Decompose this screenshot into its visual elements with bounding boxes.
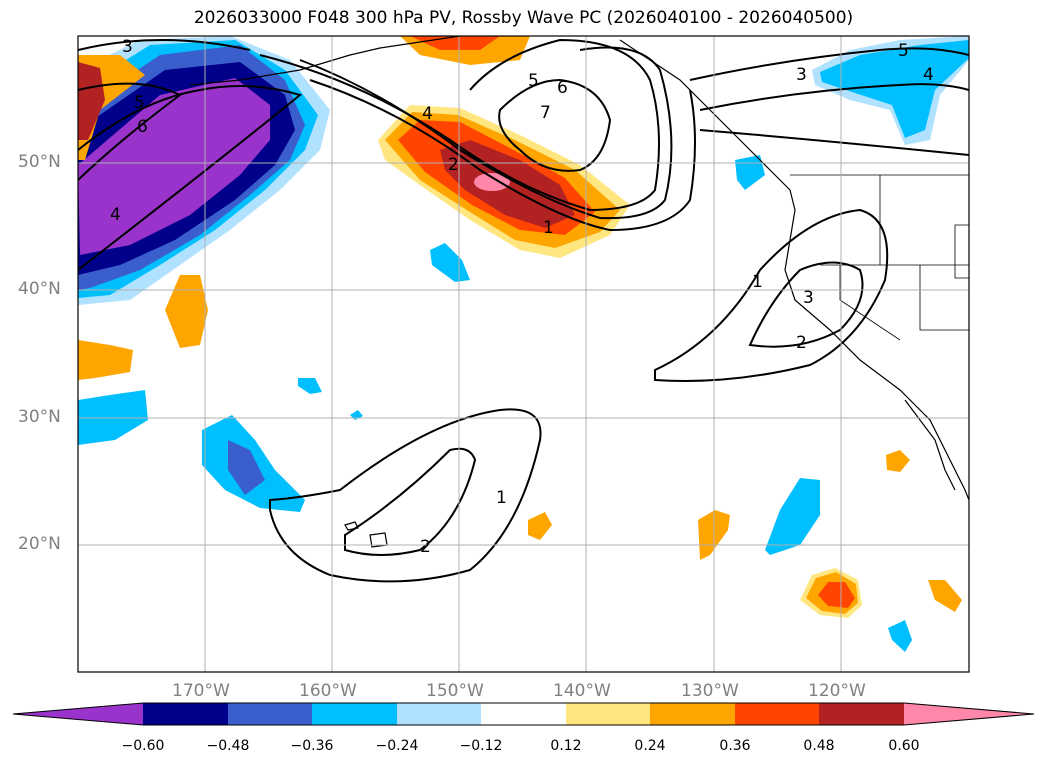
colorbar-tick-label: −0.60 <box>121 738 165 754</box>
colorbar-swatch <box>650 703 735 725</box>
colorbar-swatch <box>481 703 566 725</box>
colorbar-tick-label: −0.36 <box>290 738 334 754</box>
contour-label: 1 <box>752 272 763 292</box>
colorbar-tick-label: −0.12 <box>459 738 503 754</box>
colorbar-swatch <box>819 703 904 725</box>
borders <box>790 174 969 341</box>
colorbar-swatch <box>566 703 650 725</box>
coastlines <box>189 36 969 548</box>
contour-label: 5 <box>134 93 145 113</box>
rossby-wave-contours <box>78 38 969 583</box>
lat-label: 20°N <box>18 534 61 554</box>
colorbar <box>12 702 1035 726</box>
lon-label: 120°W <box>808 681 866 701</box>
contour-label: 3 <box>803 288 814 308</box>
colorbar-swatch <box>735 703 819 725</box>
lon-label: 130°W <box>681 681 739 701</box>
colorbar-swatch <box>397 703 481 725</box>
contour-label: 4 <box>923 65 934 85</box>
contour-label: 5 <box>898 41 909 61</box>
contour-label: 6 <box>137 117 148 137</box>
contour-label: 2 <box>420 537 431 557</box>
lon-label: 170°W <box>172 681 230 701</box>
contour-label: 2 <box>796 333 807 353</box>
contour-label: 3 <box>796 65 807 85</box>
colorbar-swatch <box>312 703 397 725</box>
map-frame <box>77 35 970 673</box>
negative-pv-anomaly-northwest <box>78 36 330 305</box>
contour-label: 1 <box>543 218 554 238</box>
lat-label: 40°N <box>18 279 61 299</box>
colorbar-tick-label: −0.48 <box>206 738 250 754</box>
contour-label: 4 <box>422 104 433 124</box>
colorbar-outline <box>12 702 1035 726</box>
colorbar-tick-label: −0.24 <box>375 738 419 754</box>
contour-label: 1 <box>496 488 507 508</box>
colorbar-tick-label: 0.36 <box>719 738 751 754</box>
colorbar-swatch <box>228 703 312 725</box>
lon-label: 140°W <box>553 681 611 701</box>
colorbar-swatch <box>143 703 228 725</box>
contour-label: 6 <box>557 78 568 98</box>
lat-label: 50°N <box>18 152 61 172</box>
colorbar-tick-label: 0.24 <box>634 738 666 754</box>
map-title: 2026033000 F048 300 hPa PV, Rossby Wave … <box>193 8 854 28</box>
colorbar-tick-label: 0.12 <box>550 738 582 754</box>
colorbar-swatch <box>904 703 1034 725</box>
contour-label: 2 <box>448 155 459 175</box>
lat-label: 30°N <box>18 407 61 427</box>
colorbar-tick-label: 0.48 <box>803 738 835 754</box>
lon-label: 150°W <box>426 681 484 701</box>
contour-label: 4 <box>110 205 121 225</box>
contour-label: 3 <box>122 37 133 57</box>
contour-label: 7 <box>540 103 551 123</box>
contour-label: 5 <box>528 71 539 91</box>
colorbar-tick-label: 0.60 <box>888 738 920 754</box>
colorbar-swatch <box>13 703 143 725</box>
lon-label: 160°W <box>299 681 357 701</box>
gridlines <box>78 36 969 672</box>
small-pv-anomalies <box>78 36 969 652</box>
